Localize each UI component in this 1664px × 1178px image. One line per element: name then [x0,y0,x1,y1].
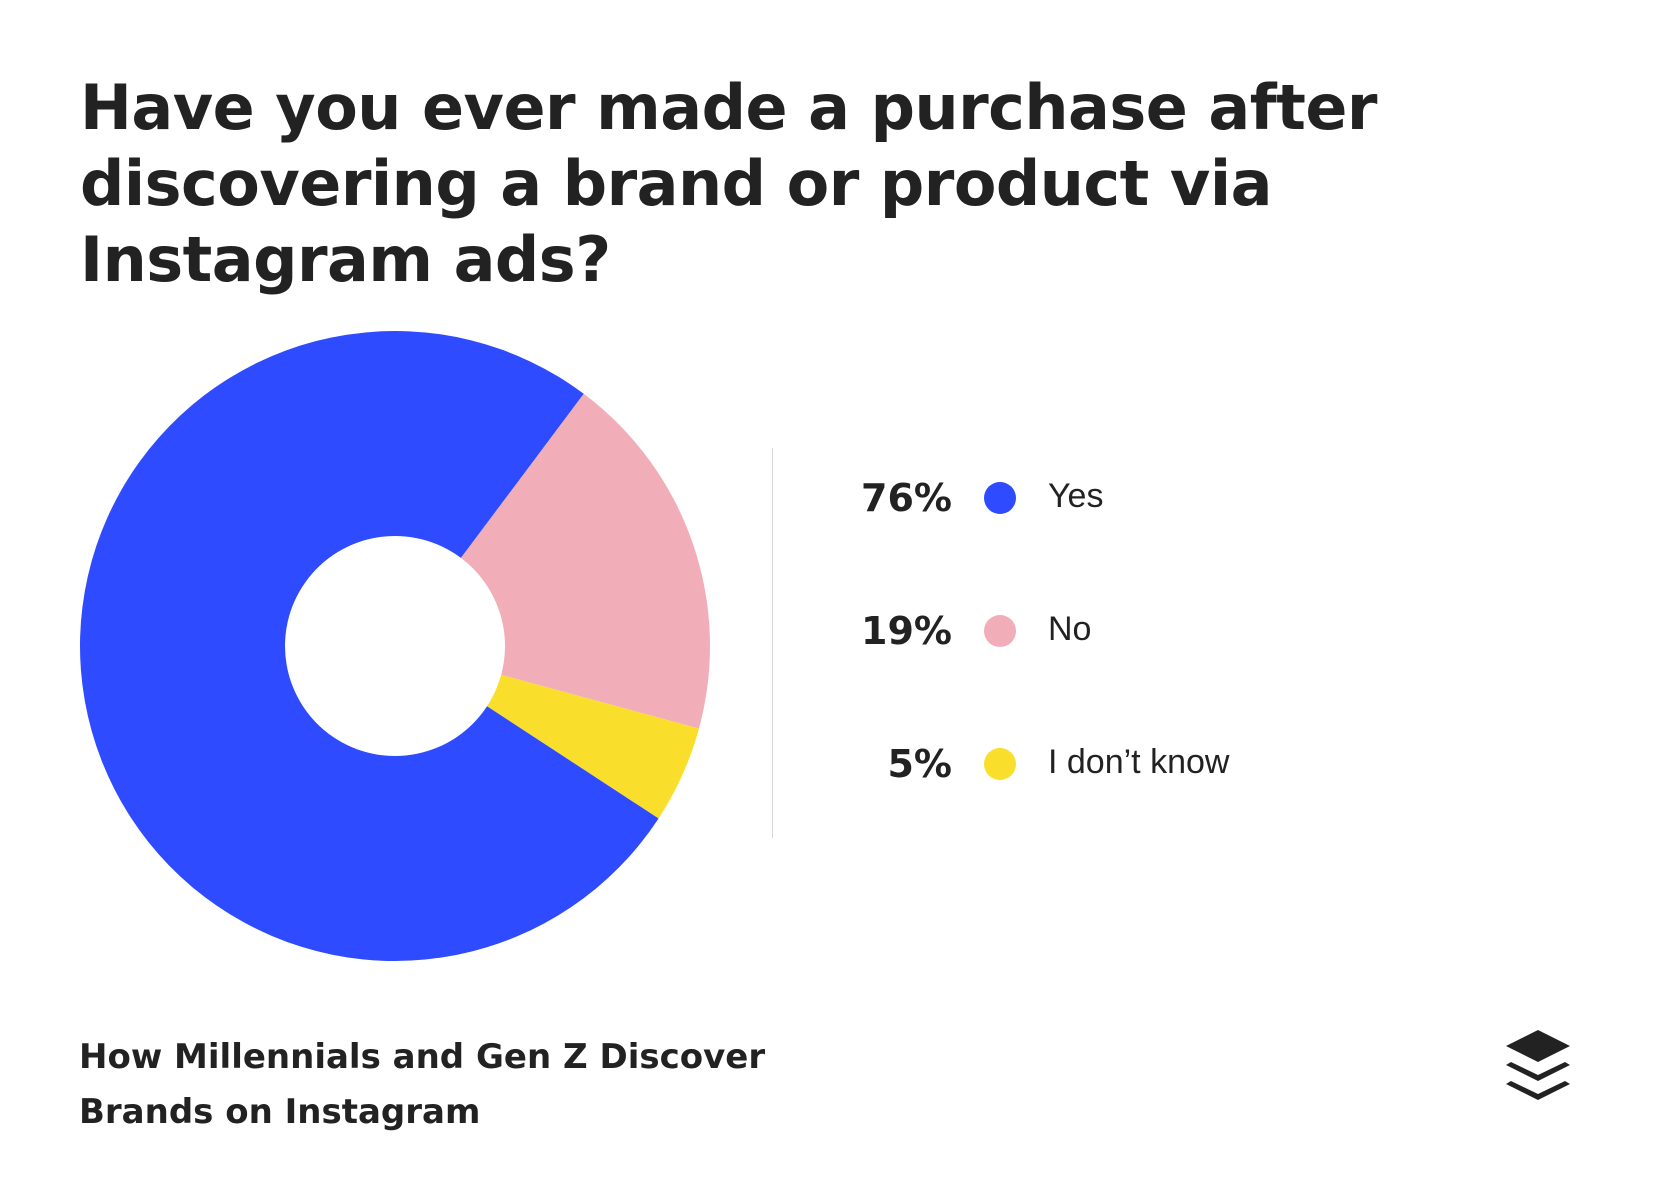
donut-chart [78,329,712,963]
source-report-title: How Millennials and Gen Z Discover Brand… [79,1030,839,1140]
source-report-title-line-1: How Millennials and Gen Z Discover [79,1037,766,1077]
legend-label-no: No [1048,610,1092,648]
legend-swatch-dont-know [984,748,1016,780]
chart-title: Have you ever made a purchase after disc… [80,71,1378,296]
donut-slice-dont-know [487,674,699,819]
legend-label-dont-know: I don’t know [1048,743,1230,781]
legend-value-dont-know: 5% [887,742,952,786]
legend-swatch-yes [984,482,1016,514]
legend-value-no: 19% [861,609,952,653]
donut-chart-svg [80,331,710,961]
legend-divider [772,448,773,838]
stacked-layers-icon-svg [1506,1030,1570,1100]
chart-legend: 76% Yes 19% No 5% I don’t know [800,0,1320,1178]
legend-item-yes: 76% Yes [800,468,1320,528]
source-report-title-line-2: Brands on Instagram [79,1092,481,1132]
legend-value-yes: 76% [861,476,952,520]
legend-item-no: 19% No [800,601,1320,661]
legend-swatch-no [984,615,1016,647]
stacked-layers-icon [1504,1028,1572,1104]
legend-item-dont-know: 5% I don’t know [800,734,1320,794]
legend-label-yes: Yes [1048,477,1104,515]
donut-slice-no [460,393,710,729]
donut-slice-yes [80,331,659,961]
